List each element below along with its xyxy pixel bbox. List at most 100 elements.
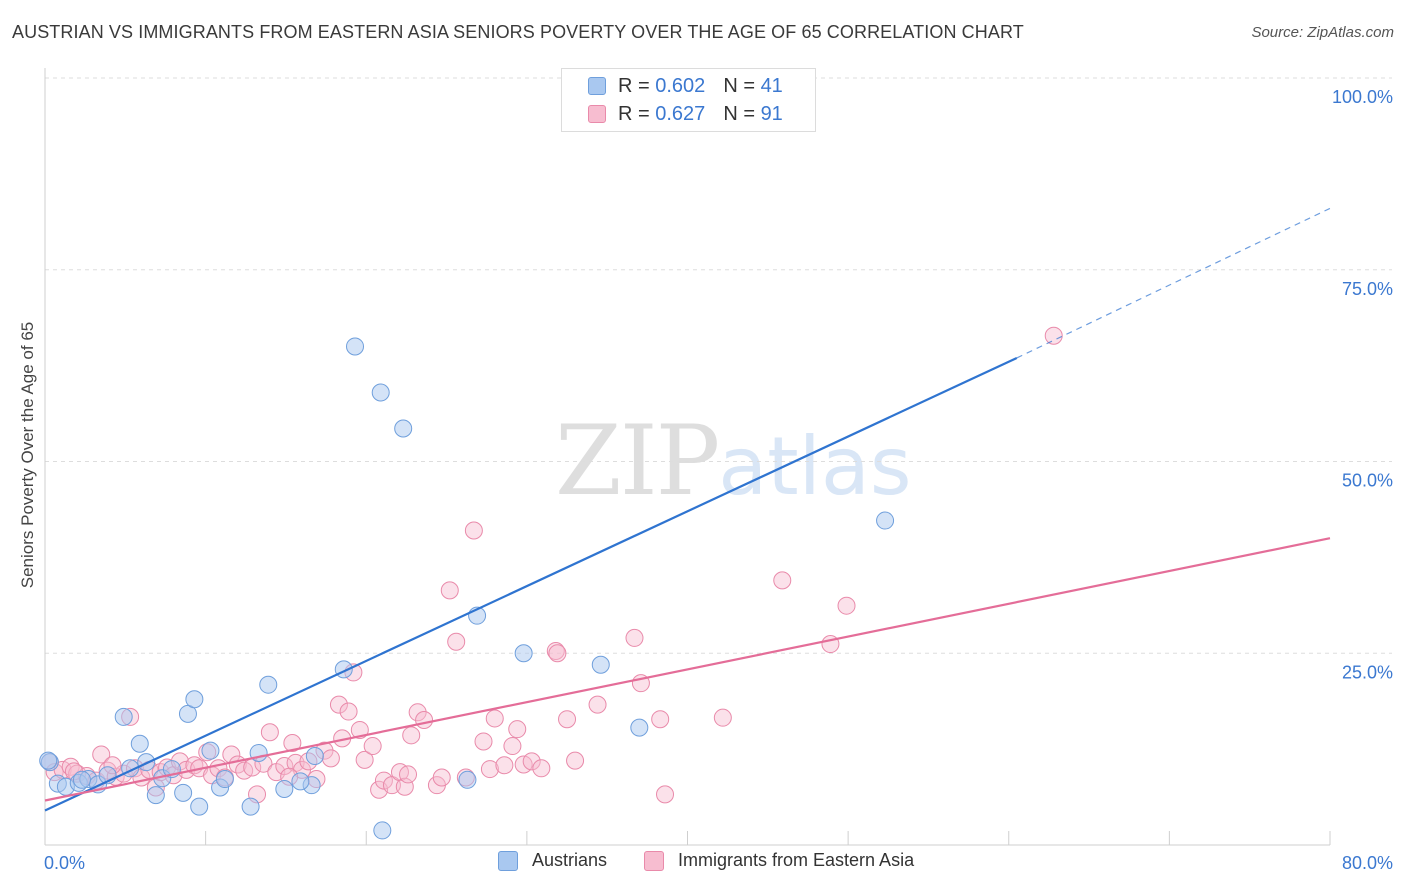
data-point-austrians [394, 419, 413, 438]
data-point-immigrants [503, 737, 522, 756]
data-point-immigrants [408, 703, 427, 722]
data-point-immigrants [495, 756, 514, 775]
data-point-immigrants [558, 710, 577, 729]
data-point-austrians [291, 772, 310, 791]
legend-label-immigrants: Immigrants from Eastern Asia [678, 850, 915, 870]
data-point-austrians [346, 337, 365, 356]
legend-n-value: 91 [760, 102, 783, 125]
data-point-immigrants [485, 709, 504, 728]
data-point-austrians [305, 747, 324, 766]
data-point-austrians [130, 734, 149, 753]
data-point-immigrants [464, 521, 483, 540]
data-point-immigrants [508, 720, 527, 739]
data-point-immigrants [339, 702, 358, 721]
legend-swatch-immigrants [644, 850, 664, 871]
data-point-immigrants [363, 737, 382, 756]
legend-item-austrians[interactable]: Austrians [498, 850, 607, 871]
data-point-immigrants [625, 628, 644, 647]
data-point-austrians [630, 718, 649, 737]
y-tick-label: 100.0% [1332, 87, 1393, 107]
series-austrians-points [39, 337, 895, 840]
data-point-immigrants [283, 733, 302, 752]
trend-line-immigrants [44, 537, 1331, 802]
data-point-austrians [174, 783, 193, 802]
data-point-immigrants [260, 723, 279, 742]
data-point-austrians [275, 780, 294, 799]
source-label: Source: ZipAtlas.com [1251, 24, 1394, 41]
data-point-immigrants [837, 596, 856, 615]
axes [44, 68, 1331, 846]
data-point-immigrants [713, 708, 732, 727]
data-point-immigrants [447, 632, 466, 651]
legend-row-immigrants: R = 0.627 N = 91 [588, 100, 783, 128]
legend-item-immigrants[interactable]: Immigrants from Eastern Asia [644, 850, 914, 871]
legend-label-austrians: Austrians [532, 850, 608, 870]
data-point-austrians [146, 786, 165, 805]
data-point-immigrants [399, 765, 418, 784]
legend-r-label: R = [618, 74, 650, 97]
legend-n-label: N = [723, 74, 755, 97]
legend-row-austrians: R = 0.602 N = 41 [588, 72, 783, 100]
y-tick-label: 50.0% [1342, 471, 1393, 491]
series-legend: Austrians Immigrants from Eastern Asia [0, 850, 1406, 878]
legend-swatch-austrians [498, 850, 518, 871]
data-point-immigrants [402, 726, 421, 745]
correlation-legend: R = 0.602 N = 41 R = 0.627 N = 91 [561, 68, 816, 132]
y-tick-label: 25.0% [1342, 662, 1393, 682]
data-point-immigrants [1044, 326, 1063, 345]
legend-swatch-immigrants [588, 105, 606, 123]
legend-r-value: 0.602 [655, 74, 706, 97]
x-tick-label: 80.0% [1342, 853, 1393, 873]
data-point-immigrants [480, 760, 499, 779]
x-tick-label: 0.0% [44, 853, 85, 873]
data-point-immigrants [432, 768, 451, 787]
data-point-immigrants [532, 759, 551, 778]
legend-n-label: N = [723, 102, 755, 125]
data-point-austrians [185, 690, 204, 709]
data-point-austrians [259, 675, 278, 694]
data-point-immigrants [566, 751, 585, 770]
data-point-austrians [876, 511, 895, 530]
data-point-austrians [458, 770, 477, 789]
data-point-immigrants [651, 710, 670, 729]
data-point-austrians [72, 770, 91, 789]
legend-n-value: 41 [760, 74, 783, 97]
data-point-immigrants [382, 776, 401, 795]
data-point-austrians [215, 770, 234, 789]
data-point-austrians [514, 644, 533, 663]
data-point-austrians [190, 797, 209, 816]
data-point-immigrants [522, 752, 541, 771]
legend-r-label: R = [618, 102, 650, 125]
trend-line-austrians-extension [1016, 207, 1331, 359]
data-point-immigrants [350, 720, 369, 739]
data-point-immigrants [656, 785, 675, 804]
data-point-immigrants [275, 756, 294, 775]
trend-lines [44, 207, 1331, 812]
data-point-immigrants [474, 732, 493, 751]
series-immigrants-points [40, 326, 1063, 804]
data-point-austrians [39, 751, 58, 770]
trend-line-austrians [44, 356, 1018, 812]
data-point-austrians [371, 383, 390, 402]
data-point-immigrants [355, 750, 374, 769]
data-point-austrians [201, 741, 220, 760]
data-point-immigrants [548, 644, 567, 663]
data-point-immigrants [773, 571, 792, 590]
y-tick-label: 75.0% [1342, 279, 1393, 299]
watermark-atlas: atlas [718, 420, 912, 513]
data-point-austrians [241, 797, 260, 816]
data-point-austrians [591, 655, 610, 674]
legend-r-value: 0.627 [655, 102, 706, 125]
data-point-immigrants [588, 695, 607, 714]
data-point-immigrants [321, 749, 340, 768]
data-point-immigrants [329, 695, 348, 714]
data-point-austrians [114, 707, 133, 726]
data-point-immigrants [415, 710, 434, 729]
data-point-immigrants [440, 581, 459, 600]
chart-title: AUSTRIAN VS IMMIGRANTS FROM EASTERN ASIA… [12, 22, 1024, 42]
data-point-immigrants [92, 745, 111, 764]
legend-swatch-austrians [588, 77, 606, 95]
data-point-austrians [373, 821, 392, 840]
tick-labels: 25.0% 50.0% 75.0% 100.0% 0.0% 80.0% [44, 87, 1393, 873]
